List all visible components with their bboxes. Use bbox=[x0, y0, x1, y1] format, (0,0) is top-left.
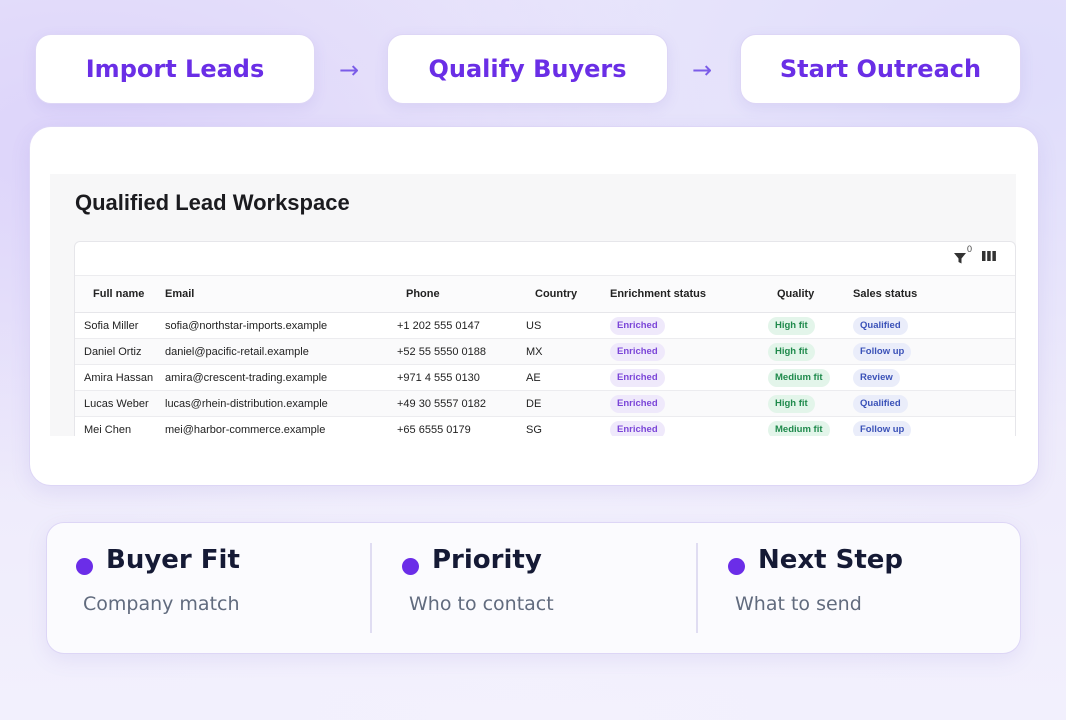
cell-email: lucas@rhein-distribution.example bbox=[165, 390, 397, 417]
cell-email: sofia@northstar-imports.example bbox=[165, 312, 397, 339]
divider bbox=[370, 543, 372, 633]
table-row[interactable]: Sofia Miller sofia@northstar-imports.exa… bbox=[75, 312, 1015, 339]
lead-table: Full name Email Phone Country Enrichment… bbox=[75, 275, 1015, 436]
cell-country: MX bbox=[526, 338, 610, 365]
feature-summary-card: Buyer Fit Company match Priority Who to … bbox=[46, 522, 1021, 654]
dot-icon bbox=[728, 558, 745, 575]
column-header-country[interactable]: Country bbox=[526, 275, 610, 313]
divider bbox=[696, 543, 698, 633]
sales-status-badge: Qualified bbox=[853, 394, 908, 413]
quality-badge: High fit bbox=[768, 394, 815, 413]
column-header-phone[interactable]: Phone bbox=[397, 275, 526, 313]
quality-badge: High fit bbox=[768, 342, 815, 361]
cell-email: mei@harbor-commerce.example bbox=[165, 416, 397, 436]
cell-country: US bbox=[526, 312, 610, 339]
cell-country: AE bbox=[526, 364, 610, 391]
step-import-leads[interactable]: Import Leads bbox=[35, 34, 315, 104]
feature-subtitle: What to send bbox=[735, 593, 862, 615]
step-qualify-buyers[interactable]: Qualify Buyers bbox=[387, 34, 668, 104]
quality-badge: Medium fit bbox=[768, 420, 830, 436]
arrow-right-icon: → bbox=[338, 56, 360, 84]
quality-badge: High fit bbox=[768, 316, 815, 335]
column-header-quality[interactable]: Quality bbox=[768, 275, 853, 313]
workspace-card: Qualified Lead Workspace 0 bbox=[29, 126, 1039, 486]
table-row[interactable]: Daniel Ortiz daniel@pacific-retail.examp… bbox=[75, 338, 1015, 365]
columns-icon[interactable] bbox=[981, 248, 997, 267]
sales-status-badge: Review bbox=[853, 368, 900, 387]
cell-full-name: Sofia Miller bbox=[75, 312, 165, 339]
table-row[interactable]: Lucas Weber lucas@rhein-distribution.exa… bbox=[75, 390, 1015, 417]
cell-phone: +65 6555 0179 bbox=[397, 416, 526, 436]
feature-priority: Priority Who to contact bbox=[373, 523, 673, 653]
feature-subtitle: Company match bbox=[83, 593, 240, 615]
feature-title: Priority bbox=[432, 545, 542, 575]
cell-full-name: Mei Chen bbox=[75, 416, 165, 436]
cell-phone: +49 30 5557 0182 bbox=[397, 390, 526, 417]
sales-status-badge: Follow up bbox=[853, 420, 912, 436]
feature-title: Buyer Fit bbox=[106, 545, 240, 575]
cell-full-name: Lucas Weber bbox=[75, 390, 165, 417]
cell-full-name: Daniel Ortiz bbox=[75, 338, 165, 365]
column-header-enrichment-status[interactable]: Enrichment status bbox=[610, 275, 768, 313]
arrow-right-icon: → bbox=[691, 56, 713, 84]
enrichment-badge: Enriched bbox=[610, 342, 665, 361]
table-toolbar: 0 bbox=[953, 244, 997, 267]
feature-buyer-fit: Buyer Fit Company match bbox=[47, 523, 347, 653]
lead-table-container: 0 Full name Em bbox=[74, 241, 1016, 436]
sales-status-badge: Qualified bbox=[853, 316, 908, 335]
cell-phone: +971 4 555 0130 bbox=[397, 364, 526, 391]
filter-count: 0 bbox=[967, 243, 973, 254]
sales-status-badge: Follow up bbox=[853, 342, 912, 361]
step-label: Qualify Buyers bbox=[428, 55, 627, 83]
cell-email: amira@crescent-trading.example bbox=[165, 364, 397, 391]
enrichment-badge: Enriched bbox=[610, 316, 665, 335]
dot-icon bbox=[76, 558, 93, 575]
enrichment-badge: Enriched bbox=[610, 420, 665, 436]
feature-subtitle: Who to contact bbox=[409, 593, 554, 615]
feature-title: Next Step bbox=[758, 545, 904, 575]
cell-phone: +1 202 555 0147 bbox=[397, 312, 526, 339]
cell-full-name: Amira Hassan bbox=[75, 364, 165, 391]
column-header-email[interactable]: Email bbox=[165, 275, 397, 313]
cell-country: DE bbox=[526, 390, 610, 417]
quality-badge: Medium fit bbox=[768, 368, 830, 387]
cell-email: daniel@pacific-retail.example bbox=[165, 338, 397, 365]
step-start-outreach[interactable]: Start Outreach bbox=[740, 34, 1021, 104]
step-label: Start Outreach bbox=[779, 55, 982, 83]
workspace-screenshot: Qualified Lead Workspace 0 bbox=[50, 174, 1016, 436]
page-title: Qualified Lead Workspace bbox=[75, 190, 350, 215]
step-label: Import Leads bbox=[85, 55, 265, 83]
table-row[interactable]: Amira Hassan amira@crescent-trading.exam… bbox=[75, 364, 1015, 391]
enrichment-badge: Enriched bbox=[610, 394, 665, 413]
feature-next-step: Next Step What to send bbox=[699, 523, 999, 653]
filter-icon[interactable]: 0 bbox=[953, 244, 972, 266]
column-header-sales-status[interactable]: Sales status bbox=[853, 275, 1015, 313]
table-header-row: Full name Email Phone Country Enrichment… bbox=[75, 275, 1015, 313]
table-row[interactable]: Mei Chen mei@harbor-commerce.example +65… bbox=[75, 416, 1015, 436]
enrichment-badge: Enriched bbox=[610, 368, 665, 387]
cell-phone: +52 55 5550 0188 bbox=[397, 338, 526, 365]
cell-country: SG bbox=[526, 416, 610, 436]
column-header-full-name[interactable]: Full name bbox=[75, 275, 165, 313]
dot-icon bbox=[402, 558, 419, 575]
